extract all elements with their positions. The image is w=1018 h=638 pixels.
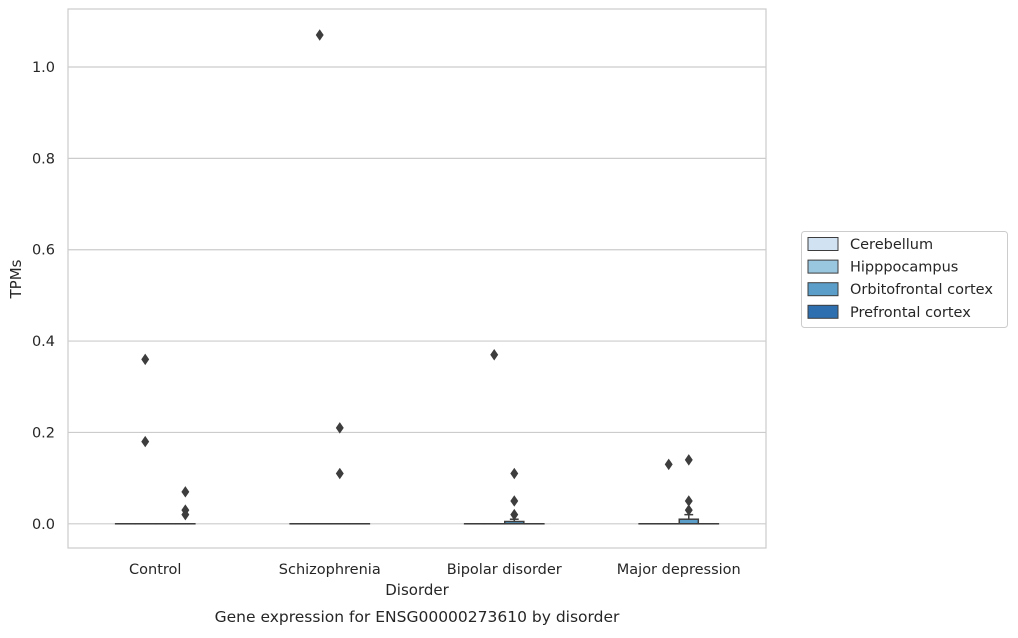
legend-label: Orbitofrontal cortex — [850, 282, 993, 298]
x-tick-label: Schizophrenia — [279, 562, 381, 578]
legend-label: Cerebellum — [850, 237, 933, 253]
legend-swatch — [808, 260, 838, 273]
outlier-point — [511, 496, 518, 506]
outlier-point — [142, 354, 149, 364]
legend-label: Hipppocampus — [850, 260, 958, 276]
outlier-point — [142, 436, 149, 446]
box-group — [136, 354, 155, 524]
y-tick-label: 1.0 — [32, 60, 55, 76]
box-group — [505, 468, 524, 523]
x-axis-label: Disorder — [385, 581, 449, 599]
grid-lines — [68, 67, 766, 524]
box-group — [310, 30, 329, 524]
y-tick-label: 0.8 — [32, 151, 55, 167]
box-group — [485, 350, 504, 524]
legend-swatch — [808, 283, 838, 296]
y-tick-label: 0.4 — [32, 334, 55, 350]
outlier-point — [665, 459, 672, 469]
x-tick-label: Control — [129, 562, 181, 578]
box-group — [330, 423, 349, 524]
box-group — [176, 487, 195, 524]
chart-title: Gene expression for ENSG00000273610 by d… — [215, 608, 620, 626]
outlier-point — [685, 455, 692, 465]
legend-swatch — [808, 238, 838, 251]
outlier-point — [316, 30, 323, 40]
outlier-point — [491, 350, 498, 360]
y-tick-label: 0.6 — [32, 243, 55, 259]
y-axis-label: TPMs — [7, 259, 25, 299]
y-tick-label: 0.2 — [32, 425, 55, 441]
legend-swatch — [808, 305, 838, 318]
box-group — [679, 455, 698, 524]
x-tick-label: Major depression — [617, 562, 741, 578]
box-plot-marks — [116, 30, 719, 524]
outlier-point — [511, 468, 518, 478]
outlier-point — [511, 509, 518, 519]
y-axis-ticks: 0.0 0.2 0.4 0.6 0.8 1.0 — [32, 60, 55, 533]
plot-area-frame — [68, 9, 766, 548]
outlier-point — [182, 487, 189, 497]
outlier-point — [685, 505, 692, 515]
legend-label: Prefrontal cortex — [850, 305, 971, 321]
x-axis-ticks: Control Schizophrenia Bipolar disorder Majo… — [129, 562, 741, 578]
box-group — [659, 459, 678, 524]
x-tick-label: Bipolar disorder — [447, 562, 562, 578]
outlier-point — [336, 468, 343, 478]
outlier-point — [336, 423, 343, 433]
y-tick-label: 0.0 — [32, 517, 55, 533]
legend: Cerebellum Hipppocampus Orbitofrontal cort… — [802, 232, 1008, 328]
